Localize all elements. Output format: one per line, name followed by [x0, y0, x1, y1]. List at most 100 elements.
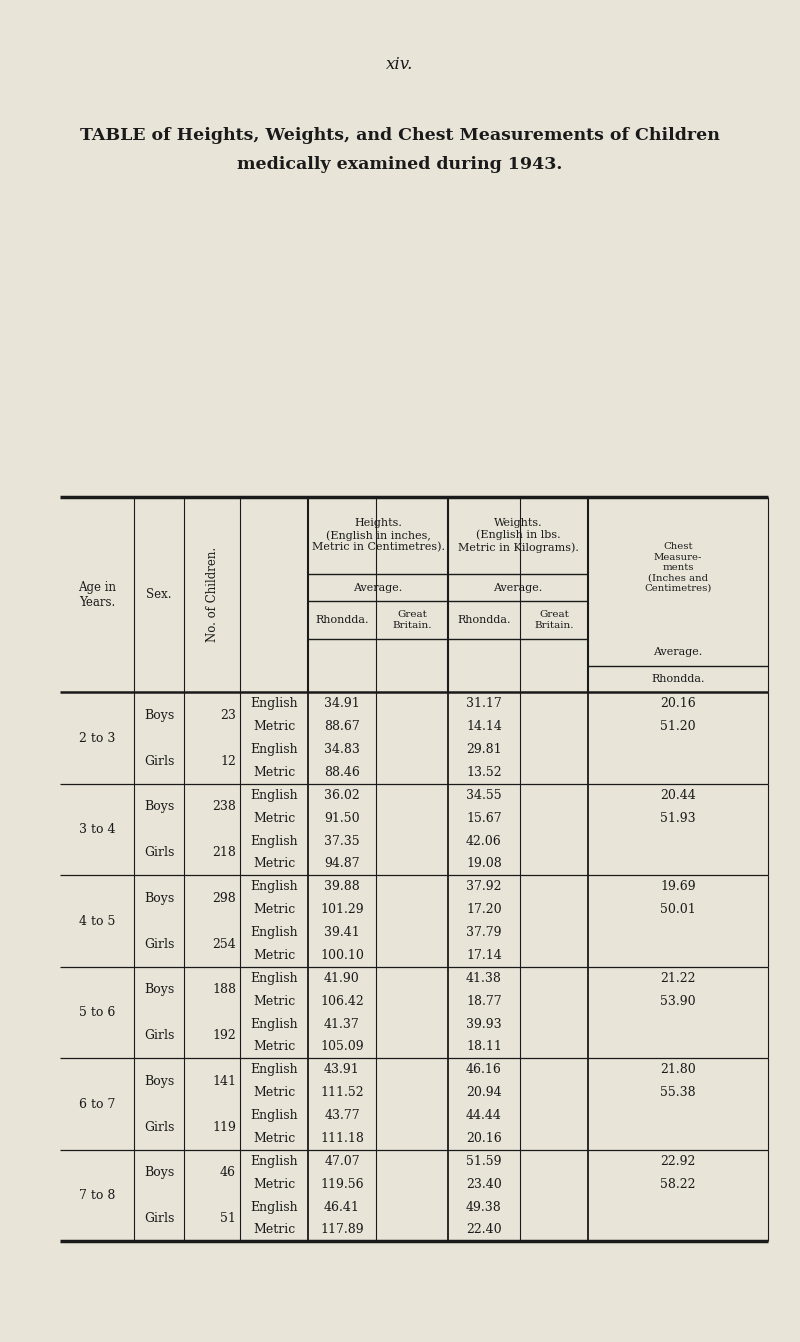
Text: 36.02: 36.02: [324, 789, 360, 803]
Text: Girls: Girls: [144, 1212, 174, 1225]
Text: Metric: Metric: [253, 858, 295, 871]
Text: Metric: Metric: [253, 1131, 295, 1145]
Text: 55.38: 55.38: [660, 1086, 696, 1099]
Text: Rhondda.: Rhondda.: [651, 674, 705, 684]
Text: 94.87: 94.87: [324, 858, 360, 871]
Text: 51.20: 51.20: [660, 721, 696, 733]
Text: 3 to 4: 3 to 4: [79, 823, 115, 836]
Text: 88.67: 88.67: [324, 721, 360, 733]
Text: English: English: [250, 789, 298, 803]
Text: 192: 192: [212, 1029, 236, 1041]
Text: Sex.: Sex.: [146, 588, 172, 601]
Text: Metric: Metric: [253, 903, 295, 917]
Text: 37.79: 37.79: [466, 926, 502, 939]
Text: Metric: Metric: [253, 994, 295, 1008]
Text: 46.16: 46.16: [466, 1063, 502, 1076]
Text: 39.88: 39.88: [324, 880, 360, 894]
Text: Metric: Metric: [253, 1086, 295, 1099]
Text: 12: 12: [220, 754, 236, 768]
Text: 119.56: 119.56: [320, 1178, 364, 1190]
Text: 17.20: 17.20: [466, 903, 502, 917]
Text: medically examined during 1943.: medically examined during 1943.: [238, 156, 562, 173]
Text: 7 to 8: 7 to 8: [79, 1189, 115, 1202]
Text: 141: 141: [212, 1075, 236, 1088]
Text: 34.91: 34.91: [324, 698, 360, 710]
Text: 100.10: 100.10: [320, 949, 364, 962]
Text: Metric: Metric: [253, 812, 295, 825]
Text: 88.46: 88.46: [324, 766, 360, 778]
Text: Girls: Girls: [144, 754, 174, 768]
Text: 20.16: 20.16: [660, 698, 696, 710]
Text: 46: 46: [220, 1166, 236, 1180]
Text: Metric: Metric: [253, 1040, 295, 1053]
Text: 20.16: 20.16: [466, 1131, 502, 1145]
Text: English: English: [250, 1063, 298, 1076]
Text: Heights.
(English in inches,
Metric in Centimetres).: Heights. (English in inches, Metric in C…: [311, 518, 445, 553]
Text: English: English: [250, 743, 298, 756]
Text: 31.17: 31.17: [466, 698, 502, 710]
Text: English: English: [250, 1108, 298, 1122]
Text: 188: 188: [212, 984, 236, 996]
Text: Metric: Metric: [253, 1178, 295, 1190]
Text: English: English: [250, 698, 298, 710]
Text: 42.06: 42.06: [466, 835, 502, 848]
Text: English: English: [250, 1017, 298, 1031]
Text: 4 to 5: 4 to 5: [79, 915, 115, 927]
Text: 58.22: 58.22: [660, 1178, 696, 1190]
Text: English: English: [250, 1155, 298, 1168]
Text: Boys: Boys: [144, 1075, 174, 1088]
Text: Girls: Girls: [144, 845, 174, 859]
Text: Girls: Girls: [144, 1029, 174, 1041]
Text: 2 to 3: 2 to 3: [79, 731, 115, 745]
Text: 29.81: 29.81: [466, 743, 502, 756]
Text: 6 to 7: 6 to 7: [79, 1098, 115, 1111]
Text: 5 to 6: 5 to 6: [79, 1006, 115, 1019]
Text: 238: 238: [212, 800, 236, 813]
Text: 14.14: 14.14: [466, 721, 502, 733]
Text: 119: 119: [212, 1121, 236, 1134]
Text: Age in
Years.: Age in Years.: [78, 581, 116, 608]
Text: 34.55: 34.55: [466, 789, 502, 803]
Text: 51.93: 51.93: [660, 812, 696, 825]
Text: 50.01: 50.01: [660, 903, 696, 917]
Text: 41.37: 41.37: [324, 1017, 360, 1031]
Text: 22.92: 22.92: [660, 1155, 696, 1168]
Text: Average.: Average.: [654, 647, 702, 658]
Text: 47.07: 47.07: [324, 1155, 360, 1168]
Text: 19.08: 19.08: [466, 858, 502, 871]
Text: English: English: [250, 835, 298, 848]
Text: 37.35: 37.35: [324, 835, 360, 848]
Text: 20.44: 20.44: [660, 789, 696, 803]
Text: Great
Britain.: Great Britain.: [534, 611, 574, 629]
Text: 39.93: 39.93: [466, 1017, 502, 1031]
Text: 111.52: 111.52: [320, 1086, 364, 1099]
Text: 21.80: 21.80: [660, 1063, 696, 1076]
Text: Great
Britain.: Great Britain.: [392, 611, 432, 629]
Text: Boys: Boys: [144, 709, 174, 722]
Text: 51: 51: [220, 1212, 236, 1225]
Text: English: English: [250, 972, 298, 985]
Text: 41.90: 41.90: [324, 972, 360, 985]
Text: 22.40: 22.40: [466, 1224, 502, 1236]
Text: 298: 298: [212, 892, 236, 905]
Text: 101.29: 101.29: [320, 903, 364, 917]
Text: 37.92: 37.92: [466, 880, 502, 894]
Text: 43.91: 43.91: [324, 1063, 360, 1076]
Text: Metric: Metric: [253, 766, 295, 778]
Text: 23.40: 23.40: [466, 1178, 502, 1190]
Text: 53.90: 53.90: [660, 994, 696, 1008]
Text: Metric: Metric: [253, 721, 295, 733]
Text: xiv.: xiv.: [386, 56, 414, 74]
Text: 44.44: 44.44: [466, 1108, 502, 1122]
Text: 51.59: 51.59: [466, 1155, 502, 1168]
Text: 105.09: 105.09: [320, 1040, 364, 1053]
Text: 17.14: 17.14: [466, 949, 502, 962]
Text: 43.77: 43.77: [324, 1108, 360, 1122]
Text: Boys: Boys: [144, 1166, 174, 1180]
Text: TABLE of Heights, Weights, and Chest Measurements of Children: TABLE of Heights, Weights, and Chest Mea…: [80, 127, 720, 145]
Text: 91.50: 91.50: [324, 812, 360, 825]
Text: 117.89: 117.89: [320, 1224, 364, 1236]
Text: English: English: [250, 1201, 298, 1213]
Text: English: English: [250, 926, 298, 939]
Text: Girls: Girls: [144, 1121, 174, 1134]
